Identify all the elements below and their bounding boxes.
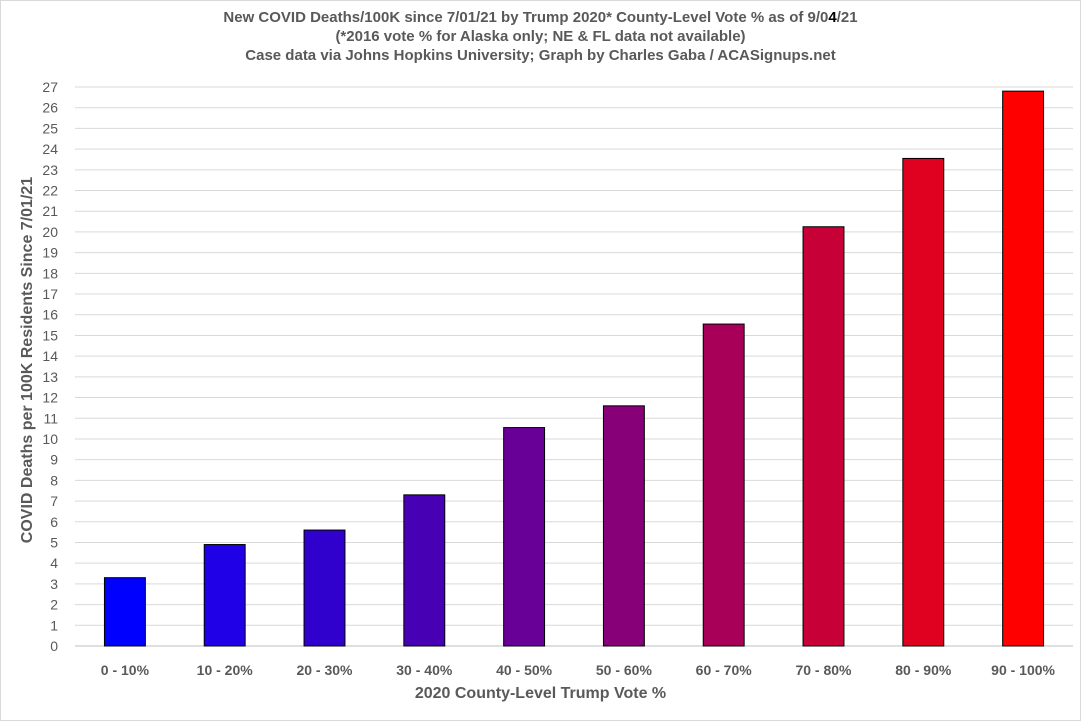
y-tick-label: 16 — [42, 307, 58, 323]
bar — [503, 427, 546, 647]
y-tick-label: 1 — [50, 617, 58, 633]
x-tick-label: 50 - 60% — [596, 662, 653, 678]
bar — [902, 157, 945, 647]
x-axis-label: 2020 County-Level Trump Vote % — [414, 685, 667, 702]
y-tick-label: 5 — [50, 534, 58, 550]
y-tick-label: 19 — [42, 245, 58, 261]
chart-title-line1: New COVID Deaths/100K since 7/01/21 by T… — [0, 8, 1081, 27]
y-tick-label: 13 — [42, 369, 58, 385]
chart-title-line2: (*2016 vote % for Alaska only; NE & FL d… — [335, 28, 746, 45]
y-tick-label: 0 — [50, 638, 58, 654]
y-tick-label: 11 — [43, 410, 58, 426]
bar — [203, 544, 246, 647]
y-tick-label: 17 — [42, 286, 58, 302]
y-tick-label: 9 — [50, 452, 58, 468]
x-tick-label: 90 - 100% — [991, 662, 1055, 678]
bar — [602, 405, 645, 647]
y-tick-label: 10 — [42, 431, 58, 447]
x-tick-label: 40 - 50% — [496, 662, 553, 678]
y-tick-label: 20 — [42, 224, 58, 240]
bar — [303, 529, 346, 647]
x-tick-label: 10 - 20% — [197, 662, 254, 678]
y-tick-label: 24 — [42, 141, 58, 157]
y-tick-label: 27 — [42, 79, 58, 95]
x-tick-label: 20 - 30% — [296, 662, 353, 678]
bar — [1002, 90, 1045, 647]
bar — [702, 323, 745, 647]
y-tick-label: 3 — [50, 576, 58, 592]
y-tick-label: 6 — [50, 514, 58, 530]
y-tick-label: 15 — [42, 327, 58, 343]
x-tick-label: 70 - 80% — [795, 662, 852, 678]
y-tick-label: 8 — [50, 472, 58, 488]
bar — [103, 577, 146, 647]
title-line1-highlight: 4 — [828, 9, 837, 26]
y-tick-label: 7 — [50, 493, 58, 509]
x-tick-label: 60 - 70% — [696, 662, 753, 678]
y-tick-label: 2 — [50, 597, 58, 613]
y-tick-label: 18 — [42, 265, 58, 281]
y-tick-label: 12 — [42, 390, 58, 406]
y-tick-label: 26 — [42, 100, 58, 116]
x-tick-label: 0 - 10% — [101, 662, 150, 678]
x-tick-label: 30 - 40% — [396, 662, 453, 678]
title-line1-post: /21 — [836, 9, 858, 26]
y-tick-label: 22 — [42, 183, 58, 199]
y-tick-label: 23 — [42, 162, 58, 178]
bar — [802, 226, 845, 647]
y-tick-label: 25 — [42, 120, 58, 136]
y-tick-label: 14 — [42, 348, 58, 364]
bar — [403, 494, 446, 647]
y-tick-label: 4 — [50, 555, 58, 571]
chart-title: New COVID Deaths/100K since 7/01/21 by T… — [0, 8, 1081, 65]
chart-title-line3: Case data via Johns Hopkins University; … — [245, 47, 836, 64]
x-tick-label: 80 - 90% — [895, 662, 952, 678]
title-line1-pre: New COVID Deaths/100K since 7/01/21 by T… — [223, 9, 829, 26]
y-tick-label: 21 — [42, 203, 58, 219]
